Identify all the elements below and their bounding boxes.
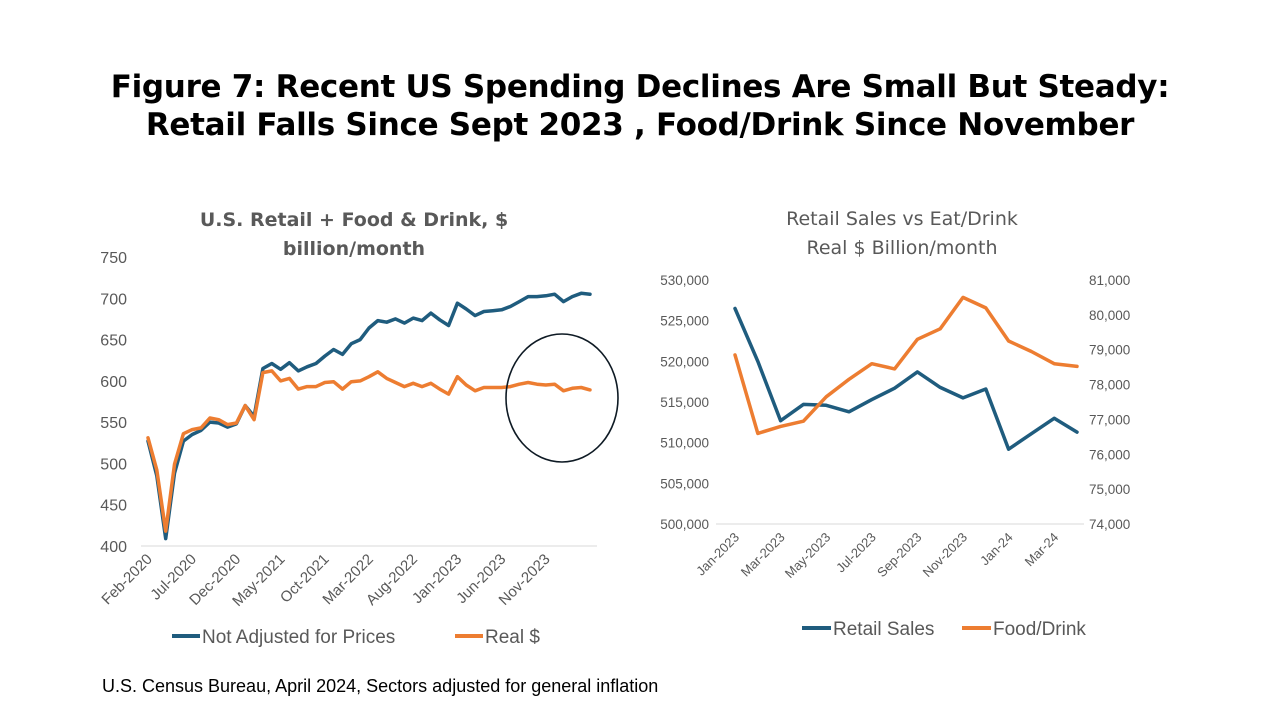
left-y-tick-label: 750 — [100, 250, 127, 267]
right-x-tick-label: Sep-2023 — [874, 530, 924, 580]
right-plot-area — [733, 295, 1079, 451]
right-x-tick-label: Jul-2023 — [833, 530, 879, 576]
left-y-tick-label: 550 — [100, 415, 127, 432]
legend-label-not-adjusted: Not Adjusted for Prices — [202, 627, 395, 648]
right-legend: Retail Sales Food/Drink — [802, 619, 1086, 640]
legend-label-food-drink: Food/Drink — [993, 619, 1086, 640]
series-line-not-adjusted — [146, 291, 592, 541]
right-right-y-tick-label: 75,000 — [1089, 482, 1130, 497]
figure-title: Figure 7: Recent US Spending Declines Ar… — [0, 68, 1280, 144]
right-left-y-tick-label: 500,000 — [660, 517, 709, 532]
left-y-tick-label: 700 — [100, 291, 127, 308]
left-y-tick-label: 500 — [100, 456, 127, 473]
right-x-tick-label: Nov-2023 — [920, 530, 970, 580]
right-x-tick-label: Mar-24 — [1022, 530, 1062, 570]
right-left-y-tick-label: 530,000 — [660, 273, 709, 288]
highlight-circle — [505, 333, 619, 463]
source-note: U.S. Census Bureau, April 2024, Sectors … — [102, 676, 659, 696]
figure-title-line2: Retail Falls Since Sept 2023 , Food/Drin… — [145, 107, 1135, 143]
left-chart-title-line2: billion/month — [283, 238, 425, 260]
left-x-axis: Feb-2020Jul-2020Dec-2020May-2021Oct-2021… — [98, 551, 553, 610]
right-right-y-tick-label: 74,000 — [1089, 517, 1130, 532]
right-right-y-tick-label: 79,000 — [1089, 343, 1130, 358]
right-chart-title-line1: Retail Sales vs Eat/Drink — [786, 208, 1018, 230]
series-line-retail-sales — [733, 306, 1079, 451]
right-line-chart: Retail Sales vs Eat/Drink Real $ Billion… — [660, 208, 1130, 640]
right-left-y-tick-label: 515,000 — [660, 395, 709, 410]
right-x-tick-label: Jan-24 — [977, 530, 1016, 569]
left-plot-area — [146, 291, 592, 541]
right-chart-title-line2: Real $ Billion/month — [806, 237, 997, 259]
right-right-y-tick-label: 81,000 — [1089, 273, 1130, 288]
figure-title-line1: Figure 7: Recent US Spending Declines Ar… — [110, 69, 1170, 105]
right-left-y-tick-label: 505,000 — [660, 476, 709, 491]
left-y-tick-label: 400 — [100, 539, 127, 556]
right-right-y-axis: 81,000 80,000 79,000 78,000 77,000 76,000 75,0… — [1089, 273, 1130, 532]
right-left-y-tick-label: 510,000 — [660, 436, 709, 451]
left-x-tick-label: Feb-2020 — [98, 551, 155, 608]
right-x-tick-label: Jan-2023 — [693, 530, 742, 579]
right-left-y-tick-label: 525,000 — [660, 314, 709, 329]
left-y-tick-label: 600 — [100, 374, 127, 391]
right-left-y-axis: 530,000 525,000 520,000 515,000 510,000 505,0… — [660, 273, 709, 532]
right-right-y-tick-label: 78,000 — [1089, 378, 1130, 393]
right-x-tick-label: Mar-2023 — [738, 530, 788, 580]
right-left-y-tick-label: 520,000 — [660, 354, 709, 369]
left-y-tick-label: 450 — [100, 498, 127, 515]
right-x-tick-label: May-2023 — [782, 530, 833, 581]
right-right-y-tick-label: 76,000 — [1089, 447, 1130, 462]
left-chart-title-line1: U.S. Retail + Food & Drink, $ — [200, 209, 508, 231]
left-legend: Not Adjusted for Prices Real $ — [172, 627, 540, 648]
left-line-chart: U.S. Retail + Food & Drink, $ billion/mo… — [98, 209, 619, 648]
right-right-y-tick-label: 77,000 — [1089, 412, 1130, 427]
series-line-food-drink — [733, 295, 1079, 436]
series-line-real — [146, 369, 592, 533]
left-y-axis: 750 700 650 600 550 500 450 400 — [100, 250, 127, 556]
right-right-y-tick-label: 80,000 — [1089, 308, 1130, 323]
legend-label-retail-sales: Retail Sales — [833, 619, 934, 640]
left-y-tick-label: 650 — [100, 333, 127, 350]
legend-label-real: Real $ — [485, 627, 540, 648]
